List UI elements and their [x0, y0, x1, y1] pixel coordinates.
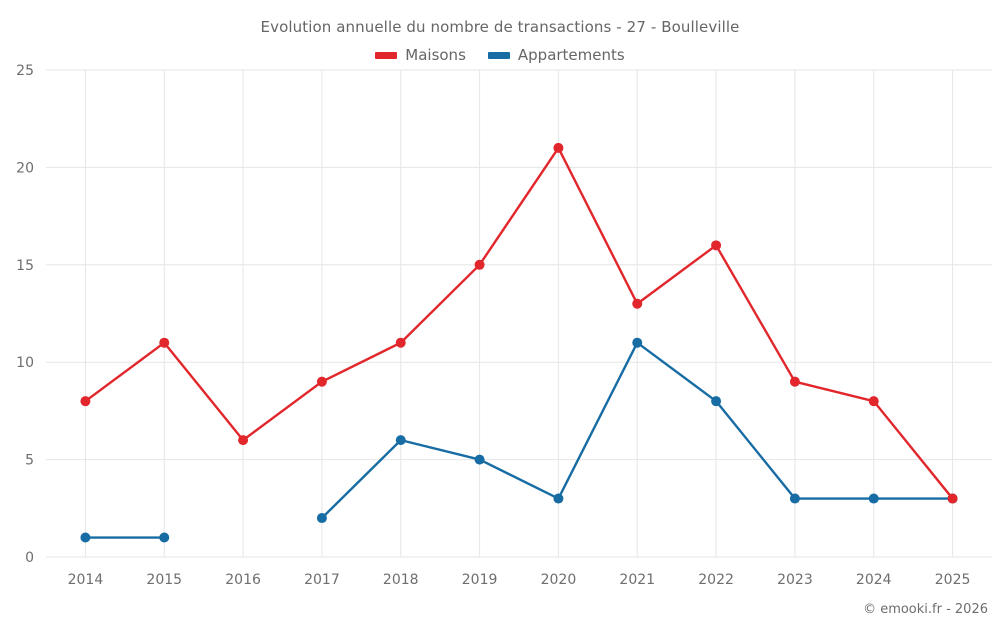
data-point-marker[interactable]	[632, 337, 643, 348]
x-tick-label: 2017	[304, 572, 340, 588]
data-point-marker[interactable]	[80, 396, 91, 407]
data-point-marker[interactable]	[789, 376, 800, 387]
copyright-note: © emooki.fr - 2026	[863, 602, 988, 617]
x-tick-label: 2023	[777, 572, 813, 588]
data-point-marker[interactable]	[947, 493, 958, 504]
x-tick-label: 2019	[462, 572, 498, 588]
data-point-marker[interactable]	[316, 376, 327, 387]
chart-title: Evolution annuelle du nombre de transact…	[260, 18, 740, 36]
x-tick-label: 2022	[698, 572, 734, 588]
legend-label-maisons: Maisons	[405, 46, 466, 64]
x-tick-label: 2025	[935, 572, 971, 588]
line-swatch-blue-icon	[487, 51, 510, 59]
data-point-marker[interactable]	[238, 435, 249, 446]
y-tick-label: 20	[16, 160, 34, 176]
data-point-marker[interactable]	[553, 142, 564, 153]
y-tick-label: 10	[16, 355, 34, 371]
line-swatch-red-icon	[375, 51, 398, 59]
y-tick-label: 15	[16, 258, 34, 274]
x-tick-label: 2014	[68, 572, 104, 588]
data-point-marker[interactable]	[395, 435, 406, 446]
data-point-marker[interactable]	[868, 493, 879, 504]
y-tick-label: 25	[16, 63, 34, 79]
data-point-marker[interactable]	[632, 298, 643, 309]
data-point-marker[interactable]	[868, 396, 879, 407]
data-point-marker[interactable]	[159, 532, 170, 543]
x-tick-label: 2018	[383, 572, 419, 588]
data-point-marker[interactable]	[474, 454, 485, 465]
data-point-marker[interactable]	[474, 259, 485, 270]
data-point-marker[interactable]	[80, 532, 91, 543]
data-point-marker[interactable]	[316, 513, 327, 524]
series-maisons	[80, 142, 958, 504]
x-tick-label: 2024	[856, 572, 892, 588]
series-line	[84, 146, 954, 500]
y-axis-ticks: 0 5 10 15 20 25	[16, 63, 34, 566]
series-appartements	[80, 337, 958, 543]
x-tick-label: 2015	[146, 572, 182, 588]
legend-item-appartements[interactable]: Appartements	[487, 46, 625, 64]
legend-item-maisons[interactable]: Maisons	[375, 46, 466, 64]
chart-legend: Maisons Appartements	[0, 46, 1000, 64]
legend-label-appartements: Appartements	[517, 46, 625, 64]
grid-lines	[46, 69, 992, 558]
data-point-marker[interactable]	[395, 337, 406, 348]
y-tick-label: 5	[25, 453, 34, 469]
data-point-marker[interactable]	[711, 396, 722, 407]
data-point-marker[interactable]	[159, 337, 170, 348]
y-tick-label: 0	[25, 550, 34, 566]
x-tick-label: 2016	[225, 572, 261, 588]
data-point-marker[interactable]	[711, 240, 722, 251]
data-point-marker[interactable]	[789, 493, 800, 504]
x-tick-label: 2020	[541, 572, 577, 588]
x-axis-ticks: 2014 2015 2016 2017 2018 2019 2020 2021 2022 2023…	[68, 572, 971, 588]
x-tick-label: 2021	[619, 572, 655, 588]
data-point-marker[interactable]	[553, 493, 564, 504]
